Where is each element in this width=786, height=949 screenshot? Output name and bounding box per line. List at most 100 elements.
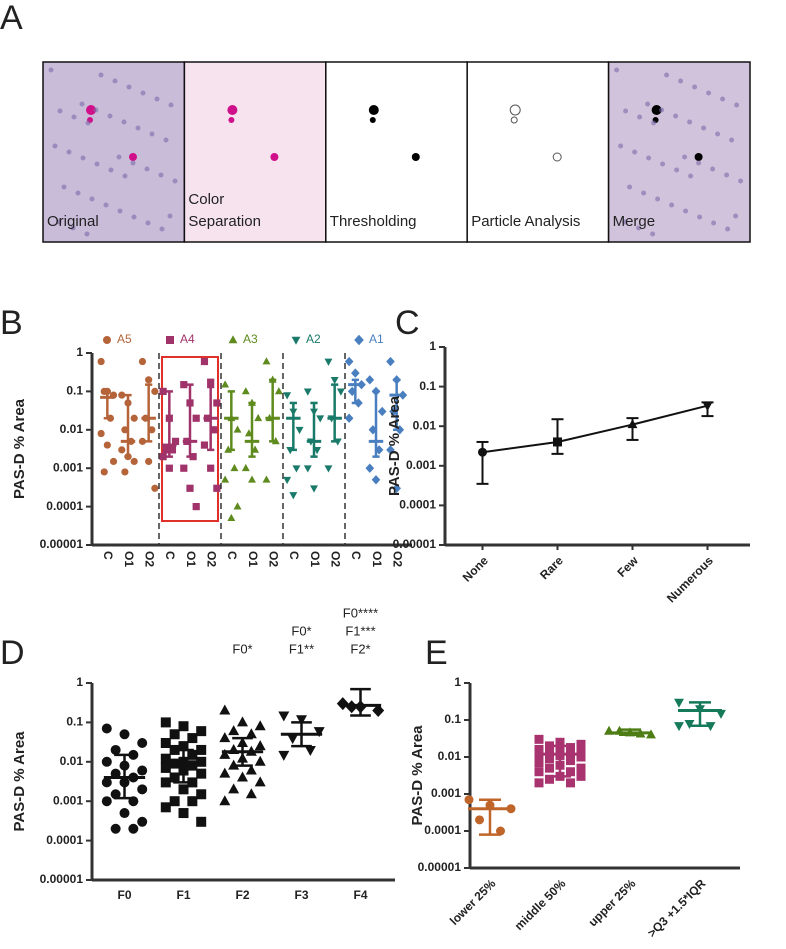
- point: [169, 772, 180, 783]
- image-cell: [61, 184, 67, 190]
- y-tick-label: 1: [429, 339, 436, 353]
- point: [289, 492, 298, 500]
- point: [171, 437, 180, 445]
- point: [576, 763, 586, 773]
- point: [110, 789, 121, 800]
- point: [228, 335, 238, 344]
- image-cell: [650, 231, 656, 237]
- point: [160, 762, 171, 773]
- point: [219, 767, 231, 778]
- x-tick-label: C: [349, 551, 363, 560]
- image-frame: [325, 61, 468, 243]
- annotation: F1***: [345, 623, 375, 638]
- x-tick-label: C: [163, 551, 177, 560]
- point: [392, 483, 401, 493]
- point: [160, 717, 171, 728]
- point: [278, 750, 290, 761]
- image-cell: [738, 178, 744, 184]
- image-cell: [66, 149, 72, 155]
- y-tick-label: 0.01: [60, 422, 84, 436]
- image-cell: [122, 173, 128, 179]
- image-cell: [172, 178, 178, 184]
- x-tick-label: F4: [353, 888, 367, 902]
- y-tick-label: 1: [454, 675, 461, 689]
- image-cell: [52, 143, 58, 149]
- point: [151, 387, 159, 395]
- point: [169, 758, 180, 769]
- point: [237, 771, 248, 782]
- point: [566, 767, 575, 777]
- point: [192, 414, 200, 422]
- point: [377, 406, 387, 417]
- point: [354, 334, 364, 346]
- point: [160, 802, 171, 813]
- x-tick-label: O2: [328, 551, 342, 567]
- point: [121, 426, 129, 434]
- point: [262, 357, 271, 365]
- x-tick-label: F0: [117, 888, 131, 902]
- image-cell: [692, 84, 698, 90]
- image-cell: [637, 114, 643, 120]
- image-blob: [369, 117, 376, 123]
- point: [160, 777, 171, 788]
- point: [160, 738, 171, 749]
- legend-label: A4: [180, 332, 195, 346]
- image-cell: [168, 102, 174, 108]
- point: [97, 357, 105, 366]
- image-cell: [655, 196, 661, 202]
- image-cell: [107, 113, 113, 119]
- image-cell: [710, 166, 716, 172]
- y-tick-label: 1: [76, 345, 83, 359]
- y-tick-label: 0.001: [53, 793, 83, 807]
- x-tick-label: C: [287, 551, 301, 560]
- x-tick-label: Few: [614, 553, 641, 580]
- point: [145, 457, 153, 466]
- point: [130, 457, 138, 466]
- y-tick-label: 0.001: [53, 460, 83, 474]
- point: [219, 732, 231, 743]
- image-cell: [103, 202, 109, 208]
- x-tick-label: F3: [294, 888, 308, 902]
- y-tick-label: 0.00001: [40, 537, 84, 551]
- image-cell: [126, 84, 132, 90]
- image-blob: [510, 116, 518, 124]
- point: [295, 426, 304, 435]
- x-tick-label: None: [460, 553, 491, 584]
- point: [101, 796, 112, 807]
- image-cell: [688, 173, 694, 179]
- point: [274, 387, 283, 395]
- y-tick-label: 0.00001: [40, 872, 84, 886]
- image-cell: [131, 214, 137, 220]
- x-tick-label: O2: [390, 551, 404, 567]
- x-tick-label: F2: [235, 888, 249, 902]
- point: [330, 376, 339, 385]
- image-cell: [154, 96, 160, 102]
- point: [137, 816, 148, 827]
- image-cell: [140, 90, 146, 96]
- image-cell: [85, 120, 91, 126]
- point: [230, 463, 239, 472]
- y-tick-label: 0.1: [66, 715, 83, 729]
- image-cell: [627, 184, 633, 190]
- point: [237, 716, 248, 727]
- point: [245, 764, 257, 775]
- point: [119, 808, 130, 819]
- x-tick-label: O1: [184, 551, 198, 567]
- image-cell: [674, 167, 680, 173]
- point: [169, 796, 180, 807]
- point: [196, 768, 207, 779]
- point: [100, 468, 108, 476]
- point: [137, 738, 148, 749]
- image-blob: [411, 153, 420, 161]
- y-tick-label: 0.0001: [399, 498, 436, 512]
- point: [254, 413, 263, 422]
- image-cell: [108, 167, 114, 173]
- image-cell: [720, 96, 726, 102]
- point: [210, 426, 218, 434]
- panel-letter: B: [0, 304, 23, 342]
- image-caption: Merge: [613, 213, 656, 230]
- annotation: F2*: [350, 641, 370, 656]
- point: [248, 475, 256, 483]
- image-cell: [696, 160, 702, 166]
